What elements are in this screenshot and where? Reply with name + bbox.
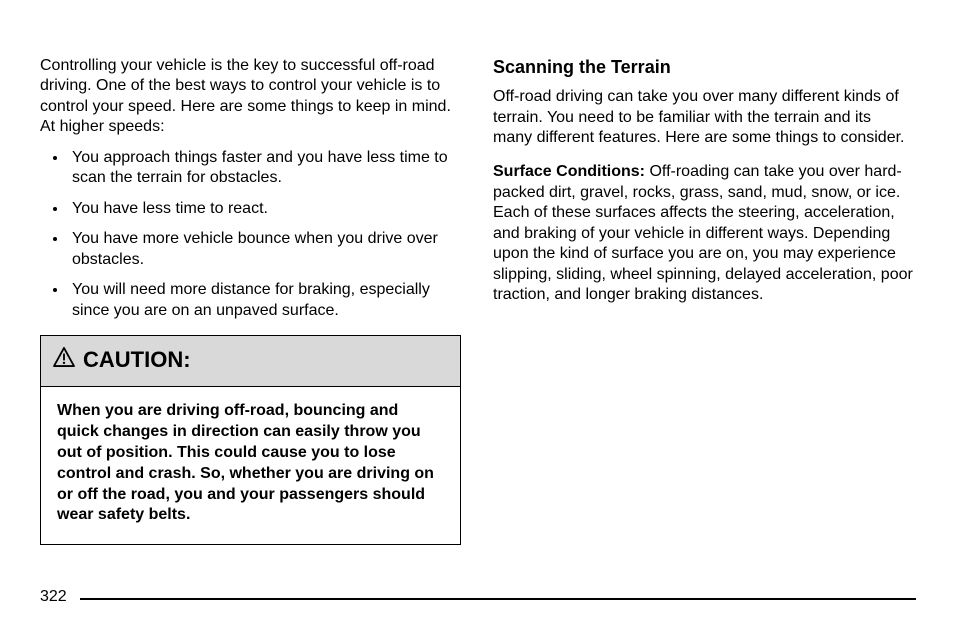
warning-triangle-icon [53, 347, 83, 373]
intro-paragraph: Controlling your vehicle is the key to s… [40, 56, 461, 138]
page-root: Controlling your vehicle is the key to s… [0, 0, 954, 636]
footer-rule [80, 598, 916, 600]
page-footer: 322 [40, 598, 916, 600]
list-item: You have less time to react. [68, 199, 461, 219]
right-column: Scanning the Terrain Off-road driving ca… [493, 56, 914, 545]
caution-title: CAUTION: [83, 346, 191, 374]
surface-conditions-label: Surface Conditions: [493, 163, 645, 180]
speed-bullet-list: You approach things faster and you have … [40, 148, 461, 321]
caution-box: CAUTION: When you are driving off-road, … [40, 335, 461, 545]
section-heading: Scanning the Terrain [493, 56, 914, 79]
surface-paragraph: Surface Conditions: Off-roading can take… [493, 162, 914, 305]
list-item: You will need more distance for braking,… [68, 280, 461, 321]
surface-conditions-text: Off-roading can take you over hard-packe… [493, 163, 913, 303]
page-number: 322 [40, 588, 77, 606]
list-item: You approach things faster and you have … [68, 148, 461, 189]
left-column: Controlling your vehicle is the key to s… [40, 56, 461, 545]
list-item: You have more vehicle bounce when you dr… [68, 229, 461, 270]
caution-header: CAUTION: [41, 336, 460, 387]
caution-body: When you are driving off-road, bouncing … [41, 387, 460, 544]
terrain-paragraph: Off-road driving can take you over many … [493, 87, 914, 148]
two-column-layout: Controlling your vehicle is the key to s… [40, 56, 914, 545]
